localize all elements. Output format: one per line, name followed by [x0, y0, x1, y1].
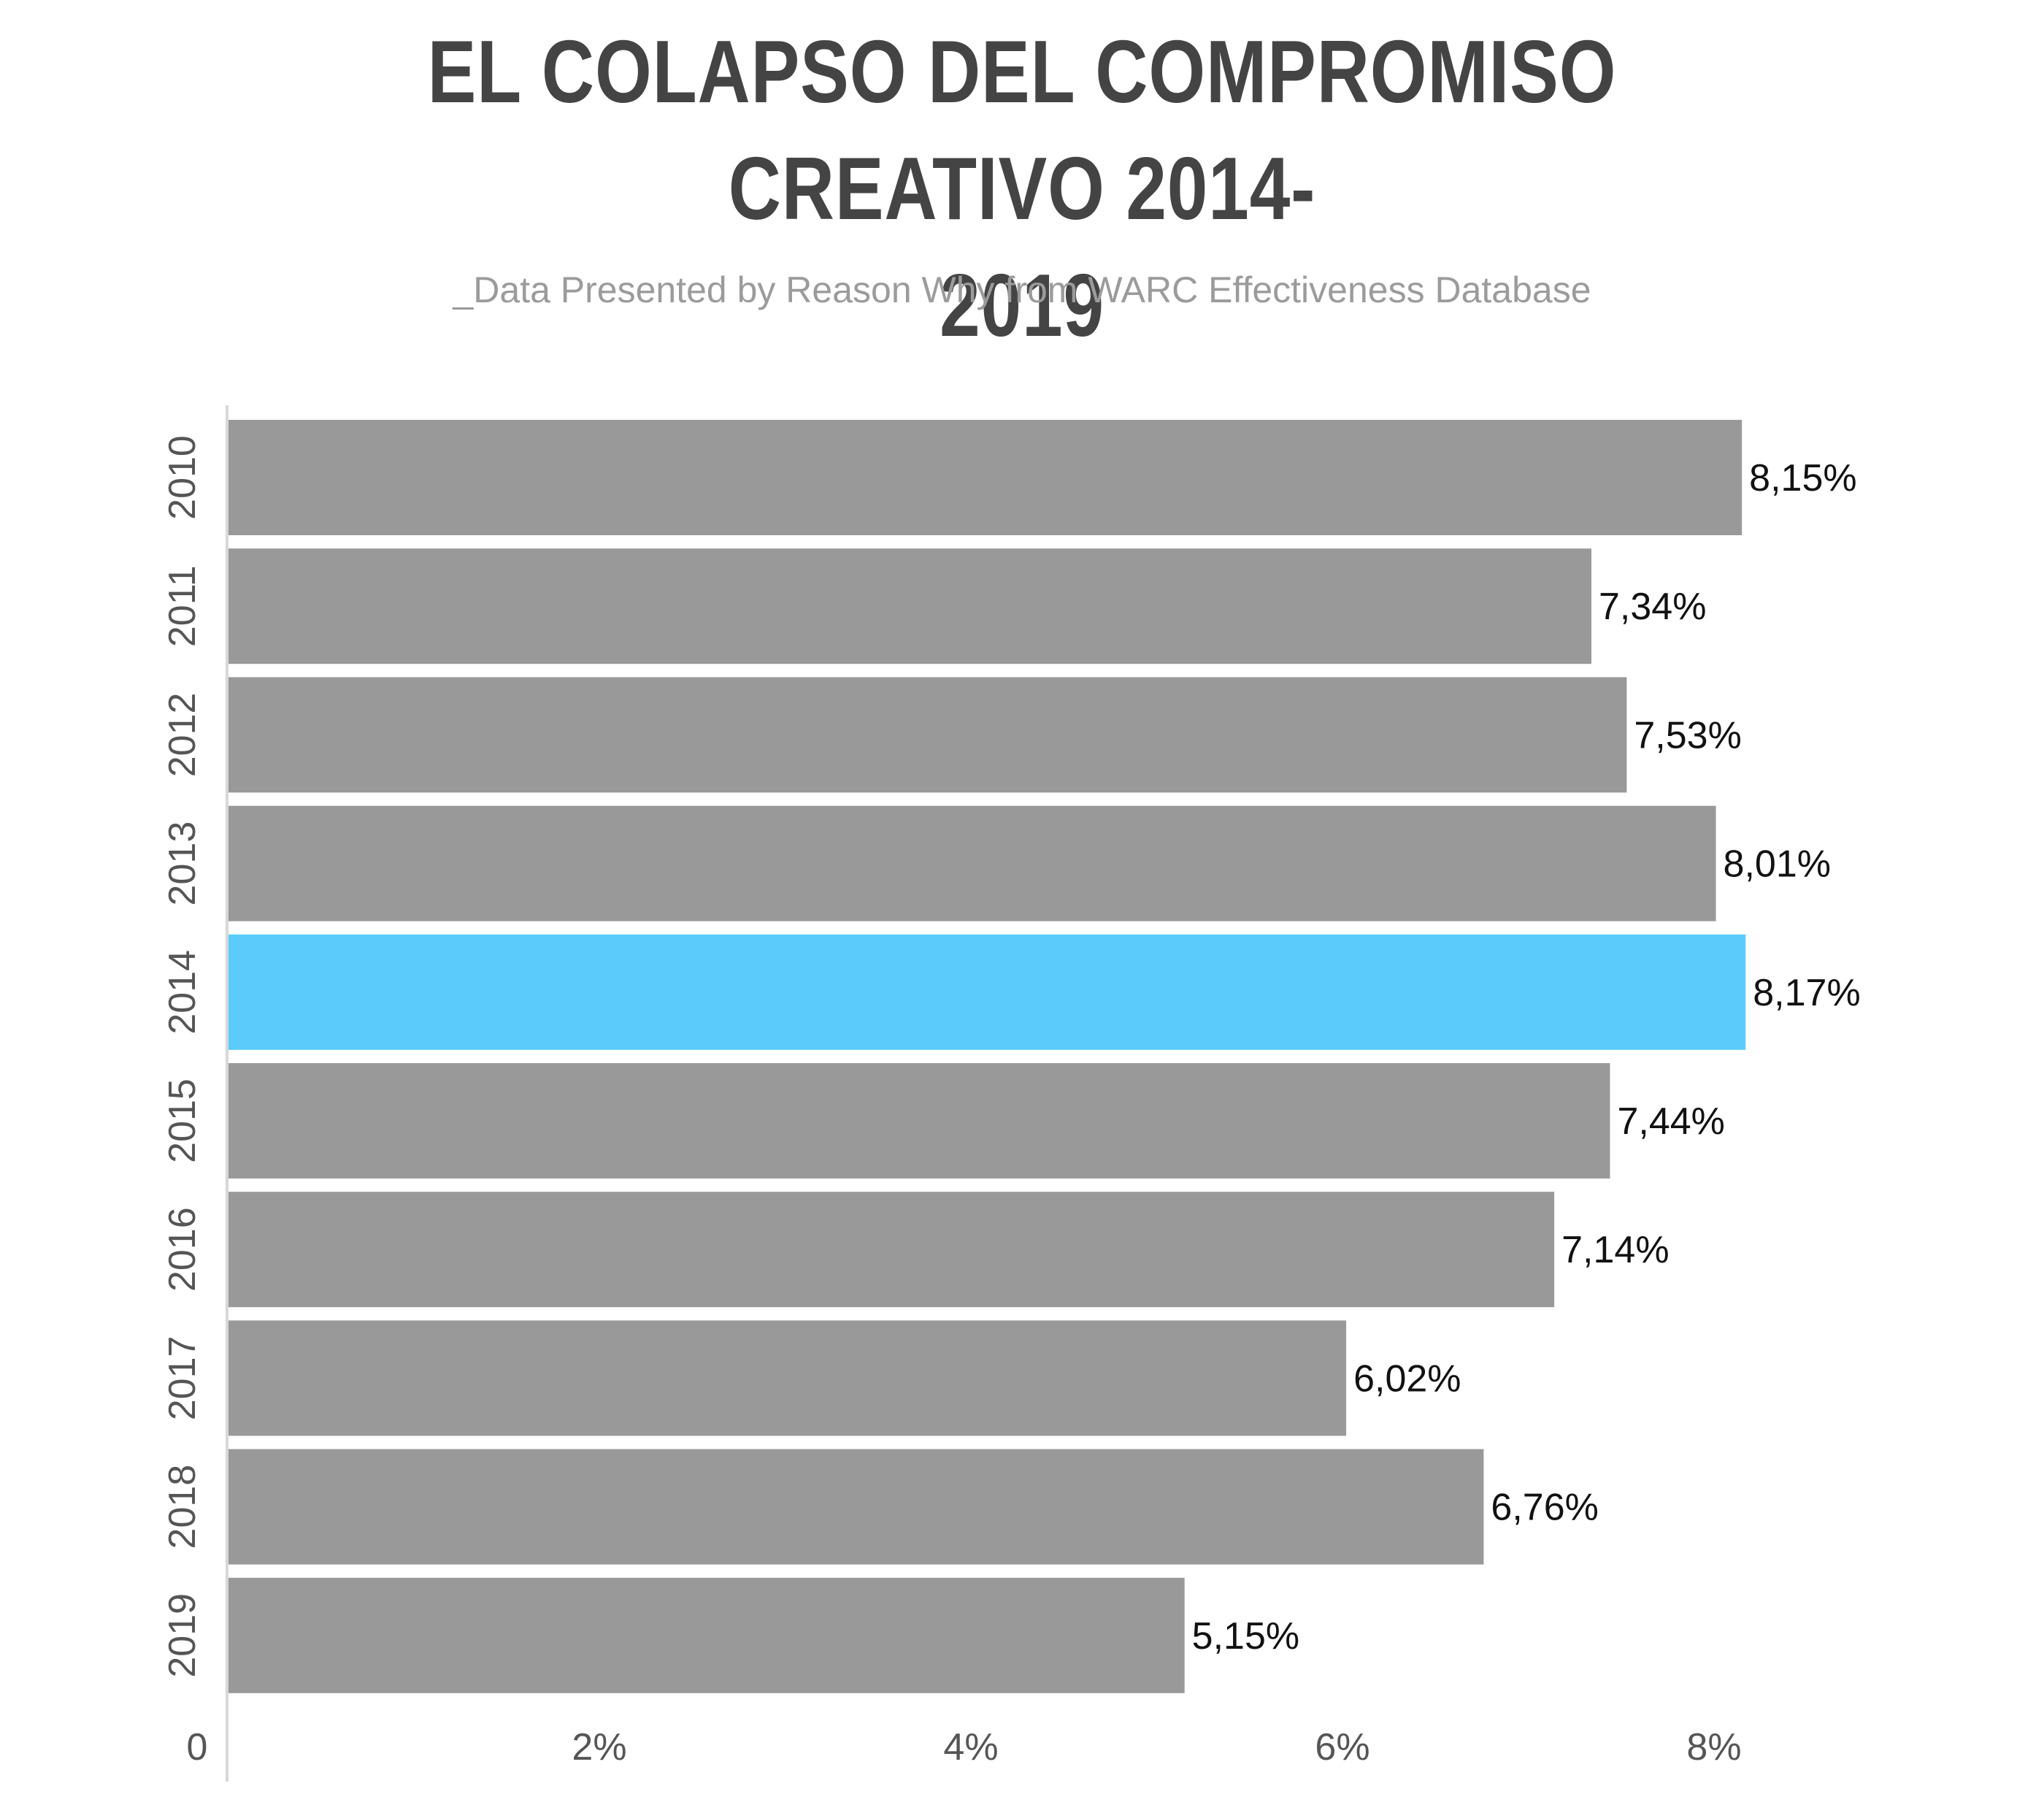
y-tick-label-2012: 2012 — [161, 693, 204, 778]
bar-2018 — [228, 1449, 1484, 1565]
y-tick-label-2018: 2018 — [161, 1465, 204, 1549]
bar-2011 — [228, 548, 1592, 664]
y-tick-label-2019: 2019 — [161, 1593, 204, 1678]
y-tick-label-2011: 2011 — [161, 565, 204, 647]
y-tick-label-2010: 2010 — [161, 435, 204, 520]
value-label-2019: 5,15% — [1192, 1615, 1299, 1658]
bar-2012 — [228, 677, 1627, 793]
value-label-2018: 6,76% — [1491, 1487, 1598, 1529]
x-axis-labels: 0 2% 4% 6% 8% — [187, 1726, 1742, 1768]
bar-2019 — [228, 1577, 1185, 1693]
value-label-2015: 7,44% — [1617, 1100, 1724, 1143]
x-tick-label-8%: 8% — [1686, 1726, 1741, 1768]
value-label-2017: 6,02% — [1353, 1357, 1461, 1400]
y-tick-label-2015: 2015 — [161, 1078, 204, 1163]
bar-2014 — [228, 934, 1746, 1050]
bar-2015 — [228, 1063, 1610, 1179]
y-tick-label-2016: 2016 — [161, 1207, 204, 1292]
bar-2013 — [228, 805, 1716, 921]
chart-title: EL COLAPSO DEL COMPROMISO CREATIVO 2014-… — [304, 13, 1740, 364]
y-axis-labels: 2010 2011 2012 2013 2014 2015 2016 2017 2018 2019 — [161, 435, 204, 1677]
chart-subtitle: _Data Presented by Reason Why from WARC … — [453, 269, 1591, 310]
y-tick-label-2017: 2017 — [161, 1336, 204, 1421]
chart-title-line-2: 2019 — [940, 256, 1104, 355]
value-label-2014: 8,17% — [1753, 972, 1860, 1014]
value-label-2016: 7,14% — [1561, 1229, 1669, 1271]
x-tick-label-4%: 4% — [943, 1726, 998, 1768]
y-tick-label-2013: 2013 — [161, 821, 204, 906]
value-label-2012: 7,53% — [1634, 714, 1741, 756]
y-tick-label-2014: 2014 — [161, 950, 204, 1035]
value-label-2013: 8,01% — [1724, 843, 1831, 886]
bar-2010 — [228, 420, 1743, 535]
bar-2017 — [228, 1320, 1347, 1436]
chart-title-line-1: EL COLAPSO DEL COMPROMISO CREATIVO 2014- — [427, 22, 1617, 238]
bar-2016 — [228, 1192, 1555, 1308]
bars-group — [228, 420, 1746, 1693]
value-label-2010: 8,15% — [1749, 457, 1856, 499]
value-labels-group: 8,15% 7,34% 7,53% 8,01% 8,17% 7,44% 7,14% 6,02%… — [1192, 457, 1861, 1658]
x-tick-label-2%: 2% — [572, 1726, 626, 1768]
value-label-2011: 7,34% — [1599, 586, 1706, 628]
x-tick-label-6%: 6% — [1315, 1726, 1369, 1768]
x-tick-label-0: 0 — [187, 1726, 208, 1768]
